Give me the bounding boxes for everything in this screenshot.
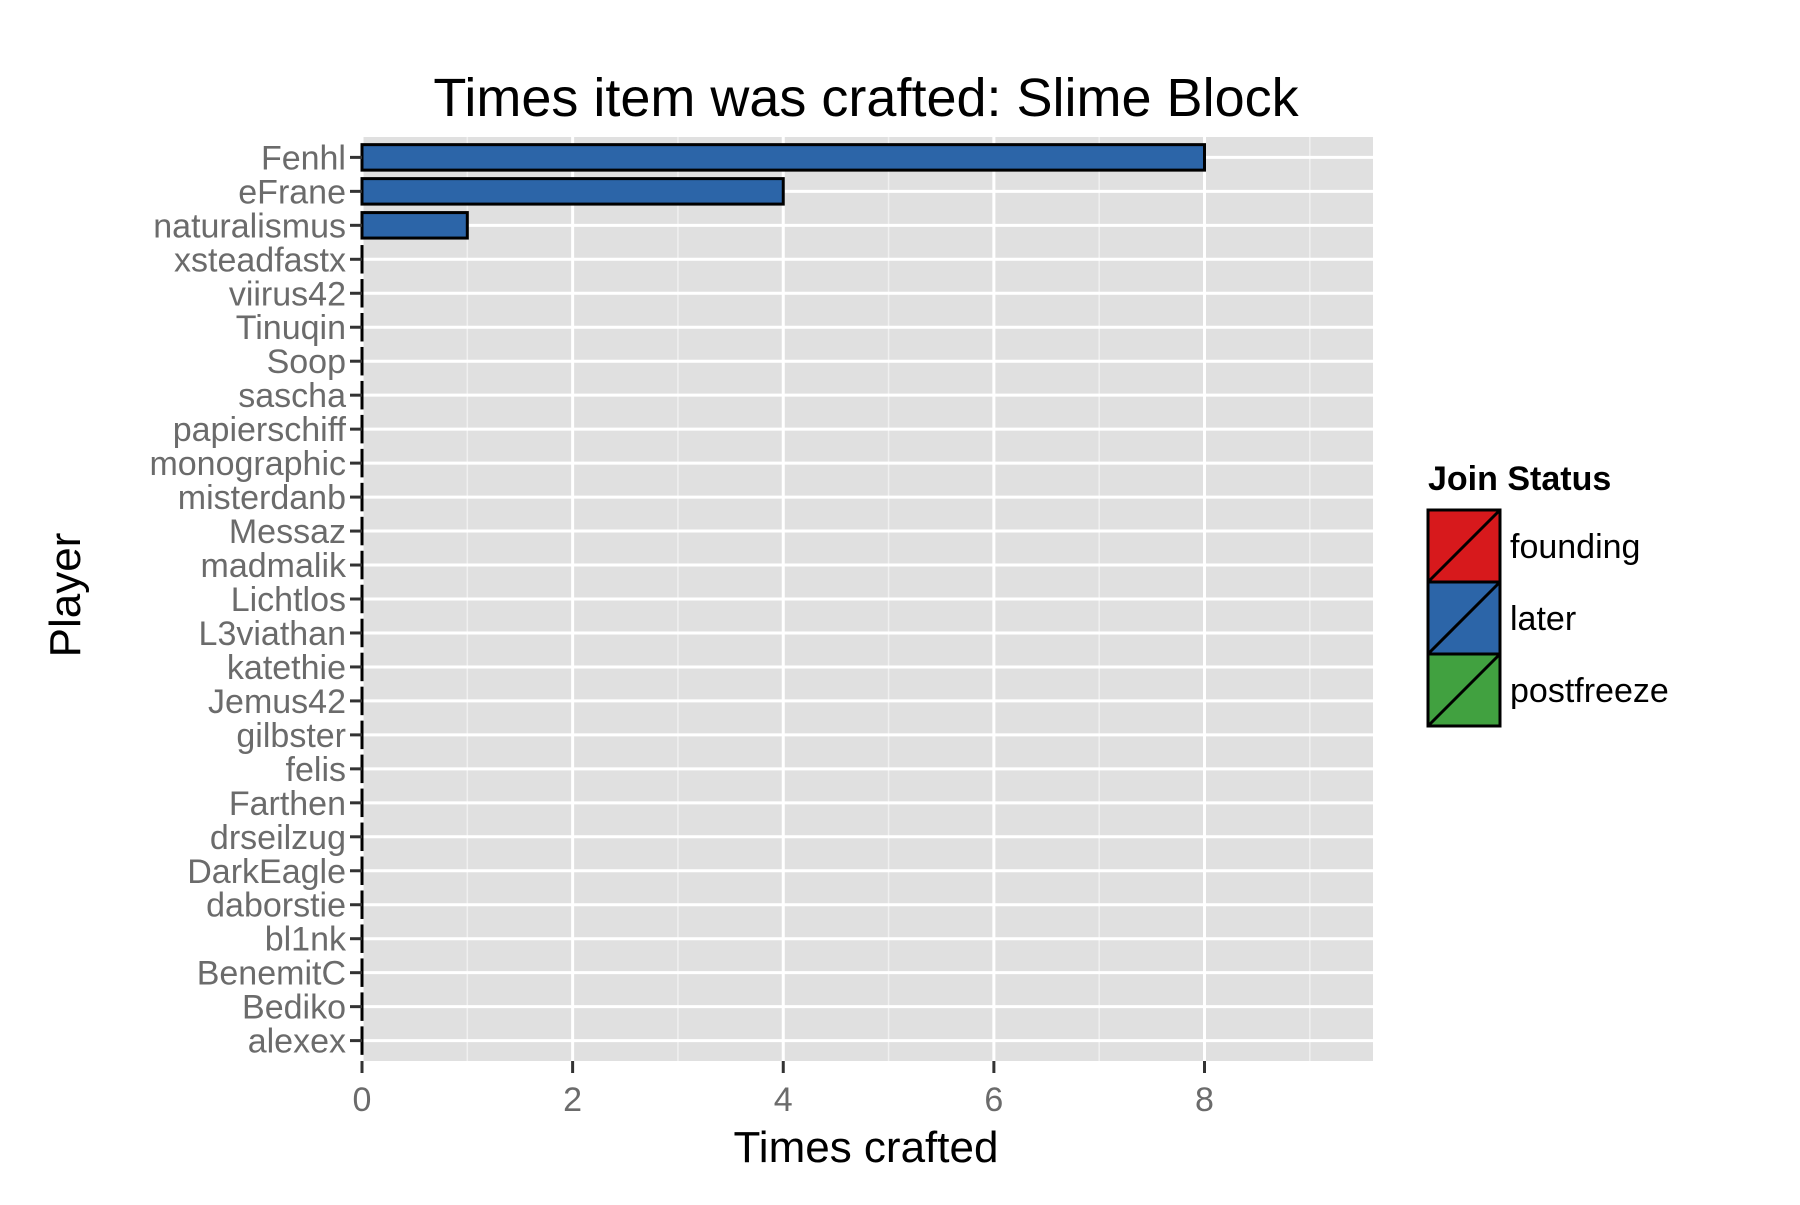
bar-Fenhl	[362, 145, 1205, 170]
y-tick-label: felis	[286, 751, 346, 789]
y-tick-label: Soop	[267, 343, 346, 381]
x-tick-label: 8	[1195, 1081, 1214, 1119]
chart-title: Times item was crafted: Slime Block	[433, 68, 1299, 128]
y-tick-label: katethie	[227, 649, 346, 687]
y-tick-label: sascha	[238, 377, 346, 415]
y-tick-label: Tinuqin	[236, 309, 346, 347]
legend-title: Join Status	[1428, 460, 1611, 498]
y-tick-label: DarkEagle	[187, 853, 346, 891]
y-tick-label: viirus42	[229, 275, 346, 313]
legend-label-later: later	[1510, 600, 1576, 638]
y-tick-label: Messaz	[229, 513, 346, 551]
legend-label-postfreeze: postfreeze	[1510, 672, 1669, 710]
y-tick-label: daborstie	[206, 887, 346, 925]
x-tick-label: 2	[563, 1081, 582, 1119]
y-tick-label: gilbster	[236, 717, 346, 755]
y-tick-label: eFrane	[238, 173, 346, 211]
bar-naturalismus	[362, 213, 467, 238]
y-tick-label: Farthen	[229, 785, 346, 823]
x-axis-title: Times crafted	[734, 1123, 999, 1172]
y-tick-label: xsteadfastx	[174, 241, 346, 279]
legend-label-founding: founding	[1510, 528, 1640, 566]
legend: Join Status founding later postfreeze	[1428, 460, 1669, 726]
x-tick-label: 0	[353, 1081, 372, 1119]
y-tick-label: madmalik	[201, 547, 347, 585]
y-tick-label: naturalismus	[153, 207, 346, 245]
y-tick-label: Lichtlos	[231, 581, 346, 619]
x-tick-label: 4	[774, 1081, 793, 1119]
x-axis: 0 2 4 6 8	[353, 1061, 1214, 1119]
y-axis-title: Player	[41, 533, 90, 658]
y-tick-label: Jemus42	[208, 683, 346, 721]
y-tick-label: L3viathan	[199, 615, 346, 653]
y-tick-label: bl1nk	[265, 921, 347, 959]
y-tick-label: BenemitC	[197, 955, 346, 993]
y-axis: FenhleFranenaturalismusxsteadfastxviirus…	[149, 139, 362, 1060]
x-tick-label: 6	[984, 1081, 1003, 1119]
y-tick-label: drseilzug	[210, 819, 346, 857]
y-tick-label: Bediko	[242, 989, 346, 1027]
y-tick-label: monographic	[149, 445, 346, 483]
y-tick-label: alexex	[248, 1023, 346, 1061]
y-tick-label: misterdanb	[178, 479, 346, 517]
bar-eFrane	[362, 179, 783, 204]
y-tick-label: papierschiff	[173, 411, 347, 449]
y-tick-label: Fenhl	[261, 139, 346, 177]
